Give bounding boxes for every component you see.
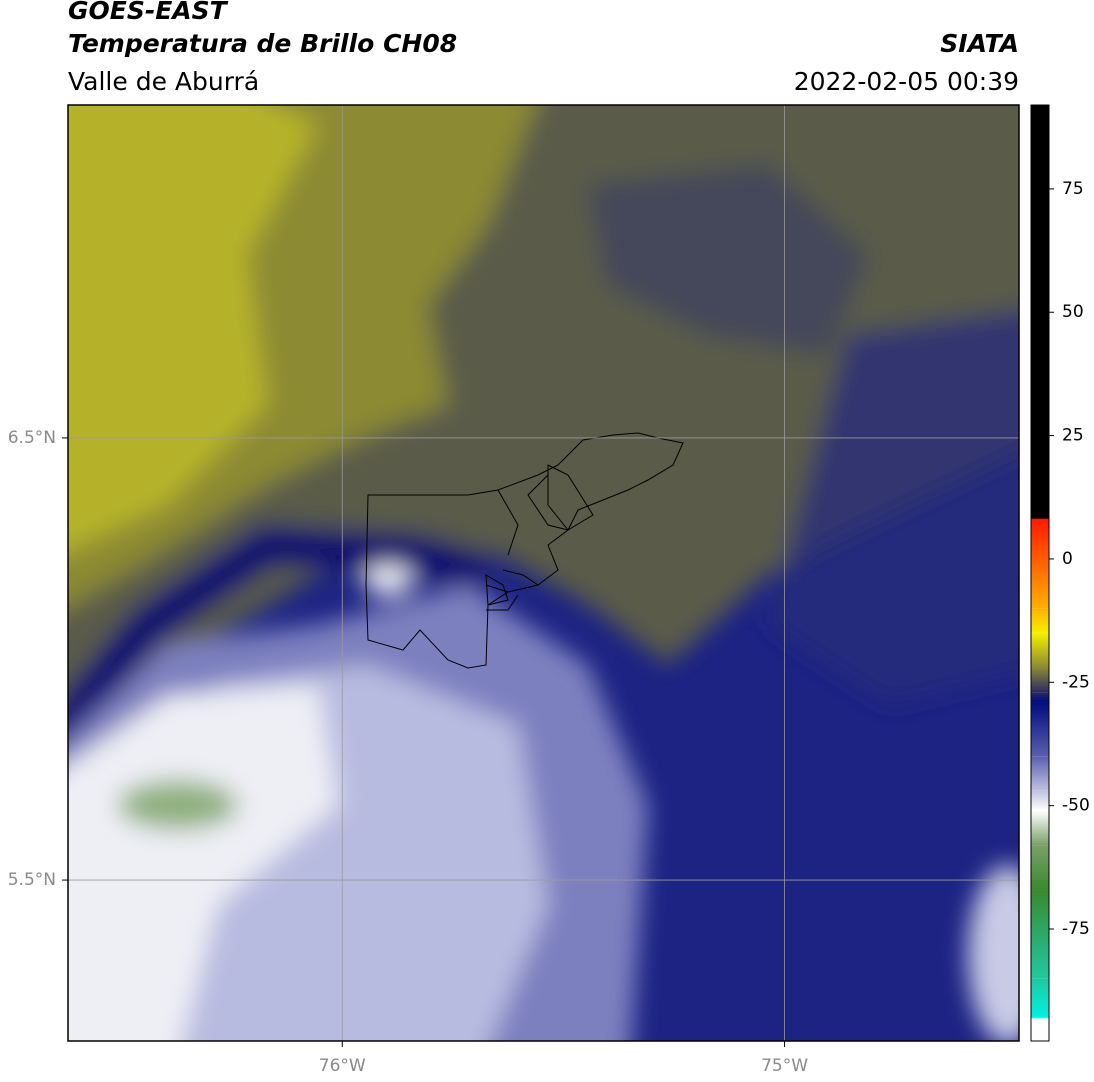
colorbar-segment xyxy=(1031,632,1049,668)
colorbar-segment xyxy=(1031,519,1049,609)
colorbar-segment xyxy=(1031,978,1049,1018)
colorbar-tick-label: 0 xyxy=(1062,549,1073,569)
temperature-field xyxy=(68,105,1019,1041)
colorbar-segment xyxy=(1031,608,1049,633)
grid xyxy=(62,105,1019,1047)
title: GOES-EAST xyxy=(68,0,229,25)
map-frame xyxy=(67,104,1020,1042)
colorbar-tick-label: 50 xyxy=(1062,302,1084,322)
y-tick-label: 5.5°N xyxy=(8,870,56,890)
colorbar: 75 50 25 0 -25 -50 -75 xyxy=(1030,104,1090,1042)
colorbar-tick-label: -25 xyxy=(1062,672,1090,692)
colorbar-tick-label: 75 xyxy=(1062,179,1084,199)
colorbar-segment xyxy=(1031,105,1049,518)
colorbar-segment xyxy=(1031,517,1049,520)
x-tick-label: 76°W xyxy=(319,1056,366,1076)
colorbar-segment xyxy=(1031,756,1049,791)
colorbar-segment xyxy=(1031,667,1049,693)
colorbar-segment xyxy=(1031,1018,1049,1041)
colorbar-segment xyxy=(1031,889,1049,979)
subtitle: Temperatura de Brillo CH08 xyxy=(68,29,457,58)
colorbar-tick-label: -50 xyxy=(1062,796,1090,816)
map-image xyxy=(68,105,1019,1041)
colorbar-frame xyxy=(1030,104,1050,1042)
x-tick-label: 75°W xyxy=(761,1056,808,1076)
colorbar-segment xyxy=(1031,810,1049,846)
municipal-boundaries xyxy=(365,432,684,669)
colorbar-tick-label: -75 xyxy=(1062,919,1090,939)
datetime: 2022-02-05 00:39 xyxy=(794,67,1019,96)
y-tick-label: 6.5°N xyxy=(8,428,56,448)
source: SIATA xyxy=(940,29,1019,58)
colorbar-segment xyxy=(1031,1017,1049,1019)
colorbar-segment xyxy=(1031,692,1049,703)
colorbar-segment xyxy=(1031,702,1049,757)
colorbar-segment xyxy=(1031,845,1049,890)
colorbar-tick-label: 25 xyxy=(1062,426,1084,446)
region: Valle de Aburrá xyxy=(68,67,259,96)
colorbar-segment xyxy=(1031,790,1049,811)
